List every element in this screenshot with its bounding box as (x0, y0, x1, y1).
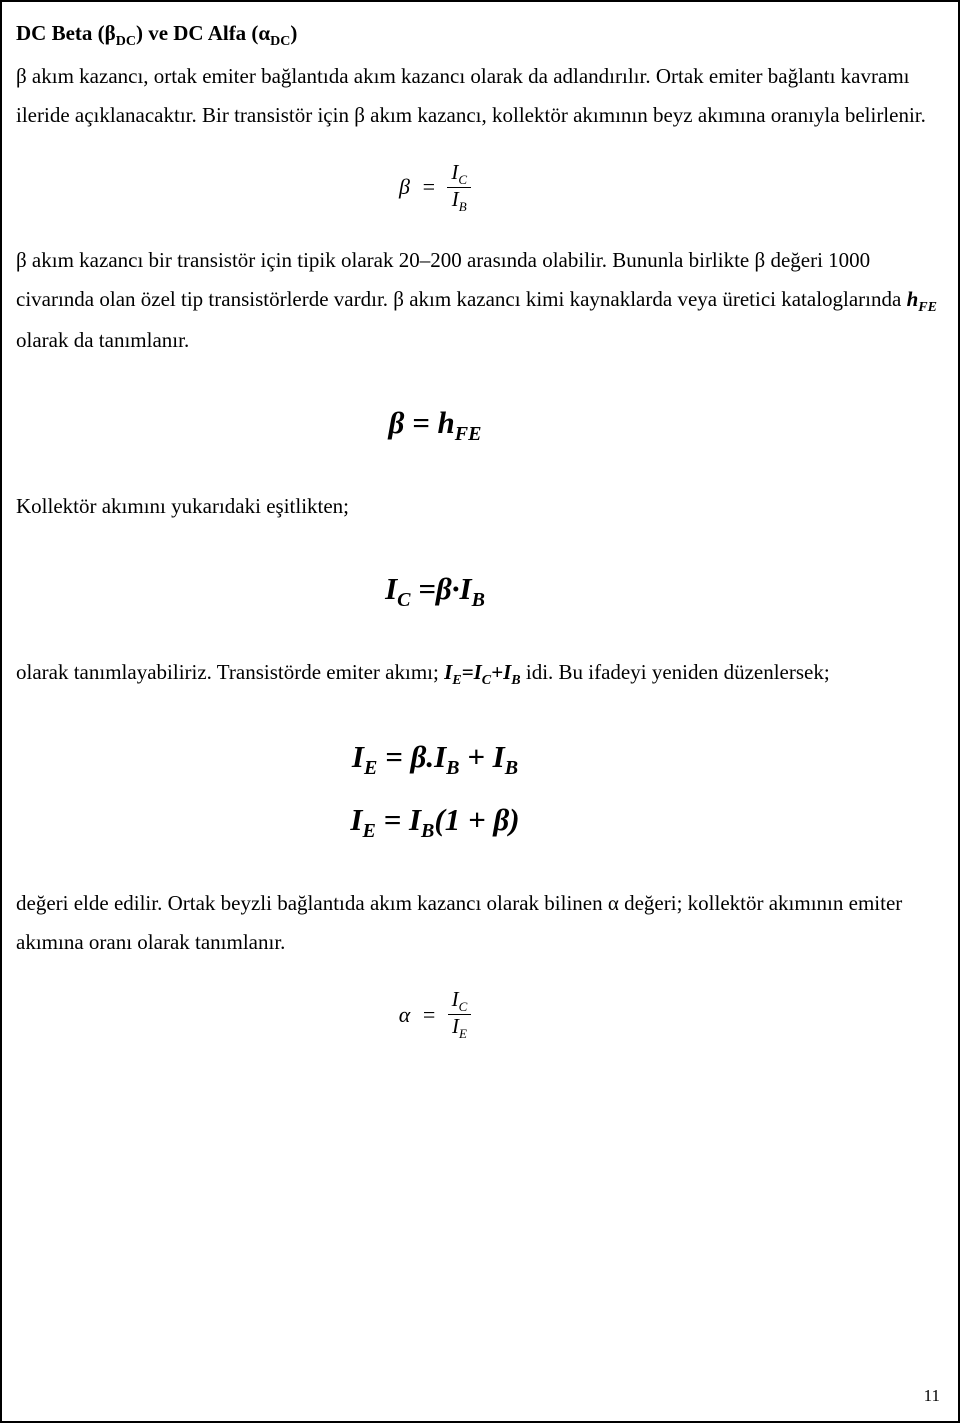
eq3-mid: =β·I (410, 571, 471, 606)
eq5-num-sub: C (459, 999, 468, 1014)
page-number: 11 (924, 1380, 940, 1411)
equation-beta-definition: β = IC IB (0, 161, 944, 215)
eq3-lhs: I (385, 571, 397, 606)
eq4-l2-a: I (350, 802, 362, 837)
eq4-l1-mid: = β.I (377, 739, 446, 774)
eq4-l1-a: I (352, 739, 364, 774)
equation-ie-line1: IE = β.IB + IB (0, 728, 944, 787)
p4-ic-sub: C (482, 673, 491, 688)
equation-beta-hfe: β = hFE (0, 394, 944, 453)
p4-ie-sub: E (452, 673, 461, 688)
paragraph-4: olarak tanımlayabiliriz. Transistörde em… (16, 653, 944, 694)
p2-t2: olarak da tanımlanır. (16, 328, 189, 352)
eq4-l2-mid: = I (376, 802, 421, 837)
equation-ie-line2: IE = IB(1 + β) (0, 791, 944, 850)
eq2-sub: FE (455, 423, 482, 445)
p4-plus: + (491, 660, 503, 684)
eq5-numerator: IC (448, 988, 472, 1015)
p2-hfe-h: h (907, 287, 919, 311)
eq3-lsub: C (397, 589, 410, 611)
p4-t1: olarak tanımlayabiliriz. Transistörde em… (16, 660, 444, 684)
eq4-l2-bs: B (421, 820, 434, 842)
eq1-den-base: I (452, 187, 459, 211)
title-sub2: DC (270, 34, 290, 49)
eq1-denominator: IB (447, 188, 471, 214)
p4-ib-sub: B (511, 673, 520, 688)
eq5-den-sub: E (459, 1027, 467, 1042)
eq4-l1-as: E (364, 757, 377, 779)
title-seg2: ) ve DC Alfa (α (136, 21, 270, 45)
eq2-lhs: β = h (389, 405, 455, 440)
section-title: DC Beta (βDC) ve DC Alfa (αDC) (16, 14, 944, 55)
title-seg1: DC Beta (β (16, 21, 116, 45)
eq5-num-base: I (452, 987, 459, 1011)
paragraph-5: değeri elde edilir. Ortak beyzli bağlant… (16, 884, 944, 962)
p4-eq: = (462, 660, 474, 684)
paragraph-3: Kollektör akımını yukarıdaki eşitlikten; (16, 487, 944, 526)
eq4-l1-p: + I (460, 739, 505, 774)
eq4-l2-as: E (362, 820, 375, 842)
eq5-denominator: IE (448, 1015, 472, 1041)
eq1-fraction: IC IB (447, 161, 471, 215)
p4-ic-I: I (474, 660, 482, 684)
eq5-fraction: IC IE (448, 988, 472, 1042)
title-sub1: DC (116, 34, 136, 49)
document-page: DC Beta (βDC) ve DC Alfa (αDC) β akım ka… (0, 0, 960, 1423)
eq5-lhs: α (399, 995, 411, 1036)
p4-t2: idi. Bu ifadeyi yeniden düzenlersek; (521, 660, 830, 684)
eq1-equals: = (421, 167, 436, 208)
p2-t1: β akım kazancı bir transistör için tipik… (16, 248, 907, 311)
eq1-den-sub: B (459, 199, 467, 214)
eq1-num-sub: C (458, 172, 467, 187)
title-seg3: ) (290, 21, 297, 45)
paragraph-1: β akım kazancı, ortak emiter bağlantıda … (16, 57, 944, 135)
p2-hfe-sub: FE (918, 300, 937, 315)
equation-alpha-definition: α = IC IE (0, 988, 944, 1042)
eq5-equals: = (422, 995, 437, 1036)
eq1-numerator: IC (447, 161, 471, 188)
eq1-lhs: β (399, 167, 410, 208)
eq3-rsub: B (472, 589, 485, 611)
eq4-l1-cs: B (505, 757, 518, 779)
eq4-l2-tail: (1 + β) (434, 802, 519, 837)
eq4-l1-bs: B (446, 757, 459, 779)
equation-ic-beta-ib: IC =β·IB (0, 560, 944, 619)
eq5-den-base: I (452, 1014, 459, 1038)
paragraph-2: β akım kazancı bir transistör için tipik… (16, 241, 944, 360)
